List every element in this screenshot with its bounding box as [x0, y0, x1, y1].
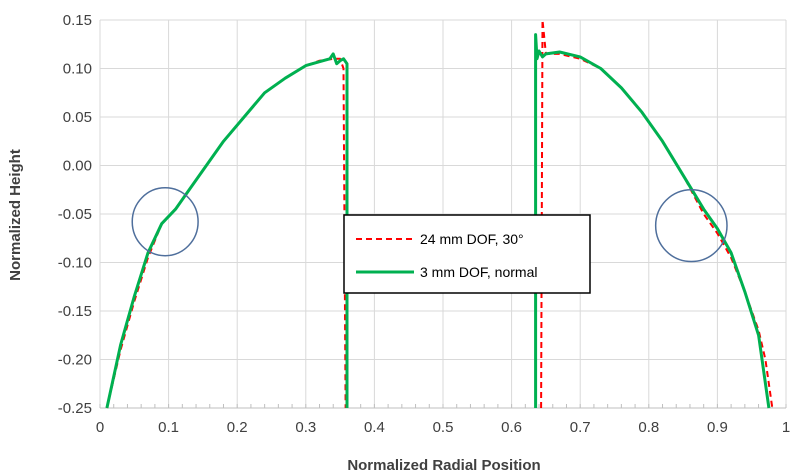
- x-tick-label-1: 0.1: [158, 419, 179, 436]
- x-tick-label-4: 0.4: [364, 419, 385, 436]
- annotation-ellipse-1: [131, 187, 199, 257]
- y-tick-label-2: -0.15: [58, 303, 92, 320]
- y-tick-label-4: -0.05: [58, 206, 92, 223]
- y-tick-label-3: -0.10: [58, 255, 92, 272]
- series-layer: [105, 19, 774, 409]
- y-tick-label-5: 0.00: [63, 158, 92, 175]
- legend-box: [343, 214, 591, 294]
- x-tick-label-10: 1: [782, 419, 790, 436]
- x-tick-label-3: 0.3: [295, 419, 316, 436]
- y-tick-label-8: 0.15: [63, 12, 92, 29]
- y-tick-label-6: 0.05: [63, 109, 92, 126]
- legend-label-series-2: 3 mm DOF, normal: [420, 264, 537, 280]
- x-tick-label-9: 0.9: [707, 419, 728, 436]
- annotations-layer: [131, 187, 728, 263]
- y-tick-label-7: 0.10: [63, 61, 92, 78]
- y-tick-label-1: -0.20: [58, 352, 92, 369]
- series-2-segment-1: [105, 52, 349, 409]
- x-tick-label-0: 0: [96, 419, 104, 436]
- x-tick-label-7: 0.7: [570, 419, 591, 436]
- x-tick-label-6: 0.6: [501, 419, 522, 436]
- x-axis-ticks: 0 0.1 0.2 0.3 0.4 0.5 0.6 0.7 0.8 0.9 1: [96, 419, 790, 436]
- x-axis-title: Normalized Radial Position: [347, 457, 540, 474]
- legend: 24 mm DOF, 30° 3 mm DOF, normal: [343, 214, 591, 294]
- x-tick-label-2: 0.2: [227, 419, 248, 436]
- y-axis-ticks: -0.25 -0.20 -0.15 -0.10 -0.05 0.00 0.05 0.10 0.1…: [58, 12, 92, 417]
- x-tick-label-5: 0.5: [433, 419, 454, 436]
- series-2-segment-2: [534, 33, 771, 409]
- legend-label-series-1: 24 mm DOF, 30°: [420, 231, 524, 247]
- y-tick-label-0: -0.25: [58, 400, 92, 417]
- y-axis-title: Normalized Height: [7, 149, 24, 281]
- x-tick-label-8: 0.8: [638, 419, 659, 436]
- annotation-ellipse-2: [654, 189, 728, 263]
